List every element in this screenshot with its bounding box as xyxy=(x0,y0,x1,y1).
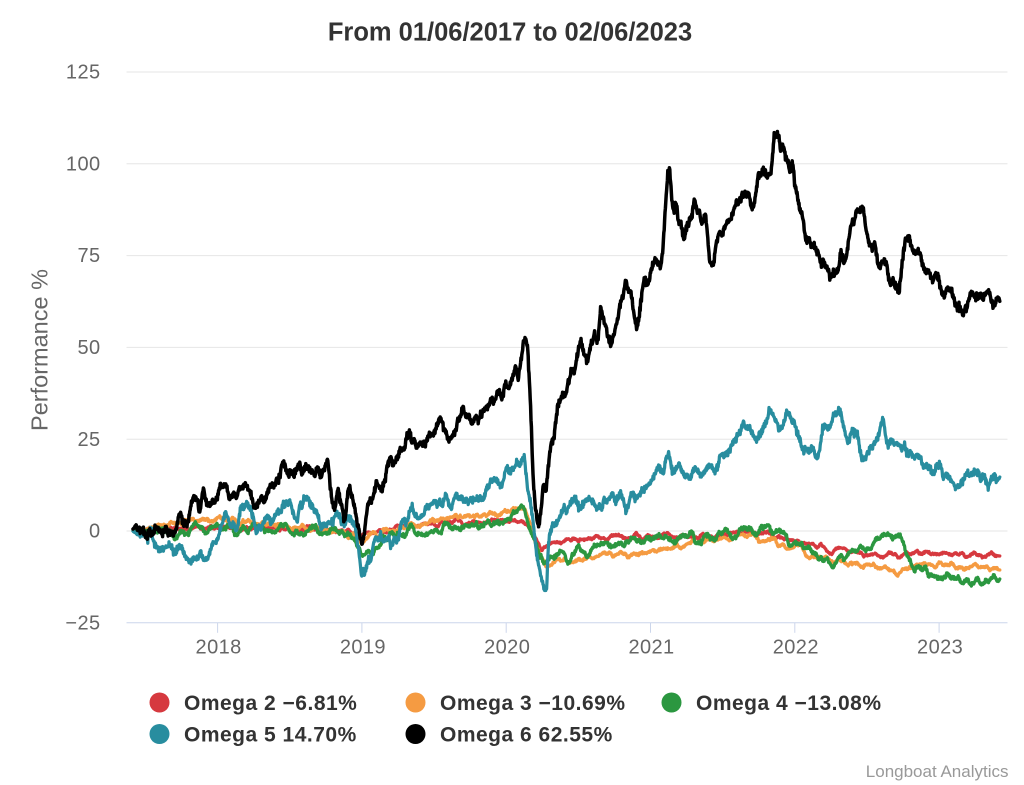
svg-text:125: 125 xyxy=(66,62,101,84)
svg-text:2018: 2018 xyxy=(196,637,242,659)
svg-text:75: 75 xyxy=(77,245,100,267)
svg-text:From 01/06/2017 to 02/06/2023: From 01/06/2017 to 02/06/2023 xyxy=(328,19,692,47)
svg-text:2019: 2019 xyxy=(340,637,386,659)
svg-text:Performance %: Performance % xyxy=(27,269,53,431)
svg-text:2020: 2020 xyxy=(484,637,530,659)
svg-text:Omega 2 −6.81%: Omega 2 −6.81% xyxy=(184,692,357,715)
svg-text:2021: 2021 xyxy=(628,637,674,659)
svg-text:Omega 6 62.55%: Omega 6 62.55% xyxy=(440,723,613,746)
svg-text:50: 50 xyxy=(77,337,100,359)
svg-text:2022: 2022 xyxy=(773,637,819,659)
svg-text:2023: 2023 xyxy=(917,637,963,659)
svg-text:100: 100 xyxy=(66,153,101,175)
svg-text:0: 0 xyxy=(89,521,101,543)
svg-text:Omega 4 −13.08%: Omega 4 −13.08% xyxy=(696,692,882,715)
svg-text:Omega 5 14.70%: Omega 5 14.70% xyxy=(184,723,357,746)
svg-text:Omega 3 −10.69%: Omega 3 −10.69% xyxy=(440,692,626,715)
svg-text:−25: −25 xyxy=(65,612,100,634)
svg-text:Longboat Analytics: Longboat Analytics xyxy=(866,762,1009,781)
svg-text:25: 25 xyxy=(77,429,100,451)
